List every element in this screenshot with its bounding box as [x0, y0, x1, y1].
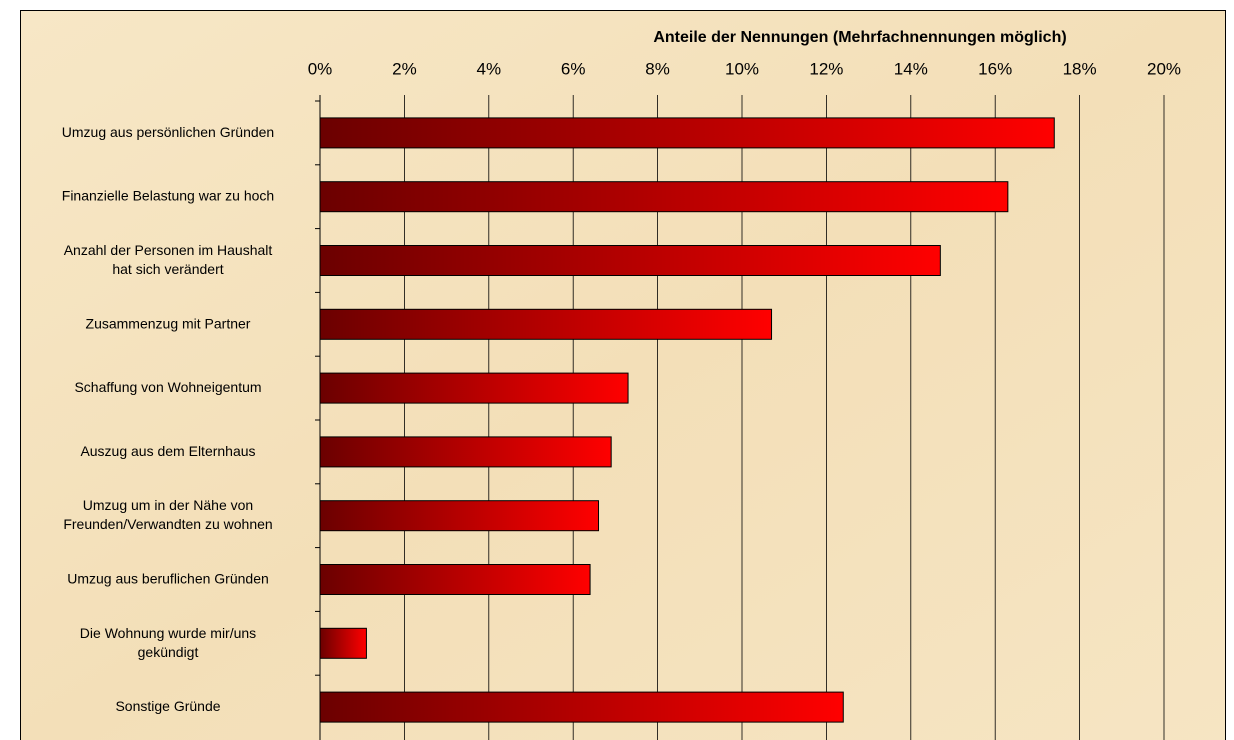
- y-tick-label: Auszug aus dem Elternhaus: [80, 443, 255, 459]
- axis-title: Anteile der Nennungen (Mehrfachnennungen…: [653, 29, 1066, 46]
- bar: [319, 308, 773, 340]
- bar: [319, 691, 844, 723]
- bar: [319, 627, 367, 659]
- bar: [319, 117, 1055, 149]
- y-tick-label: Zusammenzug mit Partner: [86, 315, 251, 331]
- x-tick-label: 0%: [308, 59, 333, 78]
- x-tick-label: 6%: [561, 59, 586, 78]
- bar: [319, 181, 1009, 213]
- y-tick-label: Schaffung von Wohneigentum: [74, 379, 261, 395]
- x-tick-label: 4%: [477, 59, 502, 78]
- y-tick-label: Sonstige Gründe: [115, 698, 220, 714]
- y-tick-label: Umzug um in der Nähe von Freunden/Verwand…: [63, 497, 272, 532]
- x-tick-label: 10%: [725, 59, 759, 78]
- bar: [319, 372, 629, 404]
- bar: [319, 564, 591, 595]
- y-tick-label: Umzug aus persönlichen Gründen: [62, 124, 274, 140]
- x-tick-label: 16%: [978, 59, 1012, 78]
- x-tick-label: 8%: [645, 59, 670, 78]
- y-tick-label: Finanzielle Belastung war zu hoch: [62, 187, 274, 203]
- y-tick-label: Anzahl der Personen im Haushalt hat sich …: [64, 242, 273, 277]
- y-tick-label: Die Wohnung wurde mir/uns gekündigt: [80, 625, 256, 660]
- x-tick-label: 20%: [1147, 59, 1181, 78]
- x-tick-label: 2%: [392, 59, 417, 78]
- x-tick-label: 12%: [809, 59, 843, 78]
- x-tick-label: 14%: [894, 59, 928, 78]
- bar: [319, 245, 941, 276]
- y-tick-label: Umzug aus beruflichen Gründen: [67, 570, 269, 586]
- x-tick-label: 18%: [1063, 59, 1097, 78]
- bar: [319, 436, 612, 468]
- bar: [319, 500, 600, 532]
